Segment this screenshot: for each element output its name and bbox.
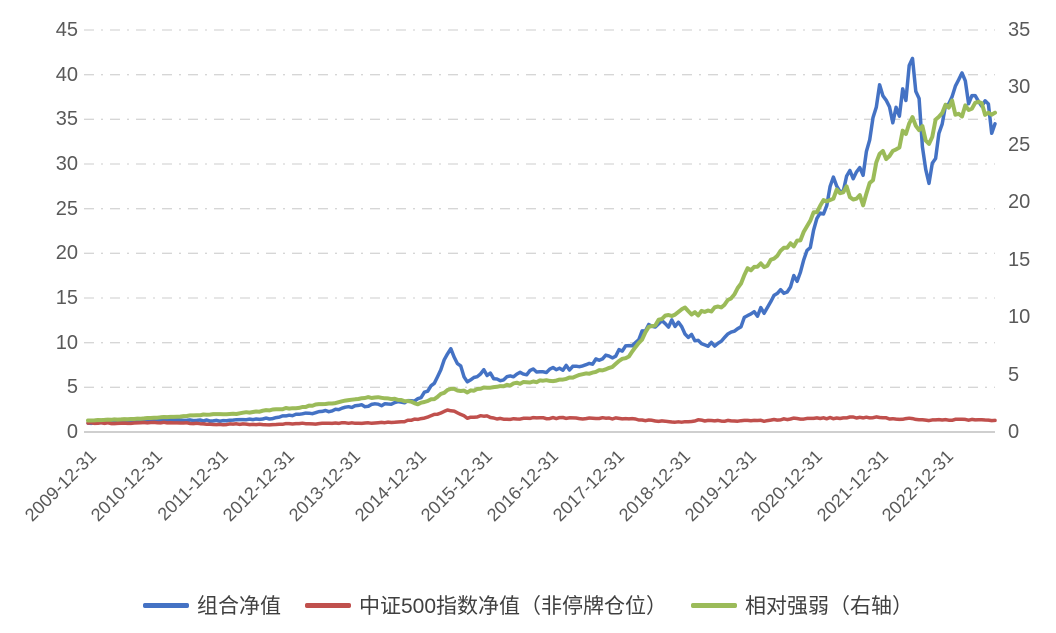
y-axis-left-tick-label: 30 <box>55 153 78 175</box>
y-axis-left-tick-label: 40 <box>55 63 78 86</box>
y-axis-right-tick-label: 20 <box>1008 191 1031 214</box>
legend-label: 中证500指数净值（非停牌仓位） <box>358 595 668 618</box>
series-line-1 <box>86 408 997 427</box>
legend-item-portfolio-nav[interactable]: 组合净值 <box>142 590 281 620</box>
y-axis-right-tick-label: 10 <box>1008 306 1031 329</box>
y-axis-right-tick-label: 0 <box>1008 421 1020 443</box>
y-axis-left-tick-label: 15 <box>55 287 78 309</box>
y-axis-left-tick-label: 10 <box>55 331 78 354</box>
y-axis-left-tick-label: 20 <box>55 242 78 265</box>
legend-line-swatch-blue <box>142 602 189 608</box>
legend-label: 相对强弱（右轴） <box>745 595 914 618</box>
y-axis-right-tick-label: 15 <box>1008 248 1031 271</box>
y-axis-right-tick-label: 25 <box>1008 133 1031 156</box>
legend-label: 组合净值 <box>196 595 281 618</box>
y-axis-left-tick-label: 35 <box>55 108 78 131</box>
series-line-0 <box>86 56 997 426</box>
series-line-2 <box>86 98 997 423</box>
y-axis-left-tick-label: 5 <box>66 376 78 399</box>
y-axis-left-tick-label: 0 <box>66 421 78 443</box>
y-axis-left-tick-label: 25 <box>55 197 78 220</box>
legend-item-relative-strength[interactable]: 相对强弱（右轴） <box>691 590 913 620</box>
legend-line-swatch-green <box>691 602 738 608</box>
legend: 组合净值 中证500指数净值（非停牌仓位） 相对强弱（右轴） <box>0 590 1056 620</box>
y-axis-right-tick-label: 35 <box>1008 19 1031 41</box>
legend-line-swatch-red <box>304 602 351 608</box>
y-axis-right-tick-label: 5 <box>1008 363 1020 386</box>
legend-item-csi500-nav[interactable]: 中证500指数净值（非停牌仓位） <box>304 590 668 620</box>
y-axis-left-tick-label: 45 <box>55 19 78 41</box>
y-axis-right-tick-label: 30 <box>1008 76 1031 99</box>
plot-area-svg <box>84 29 997 433</box>
